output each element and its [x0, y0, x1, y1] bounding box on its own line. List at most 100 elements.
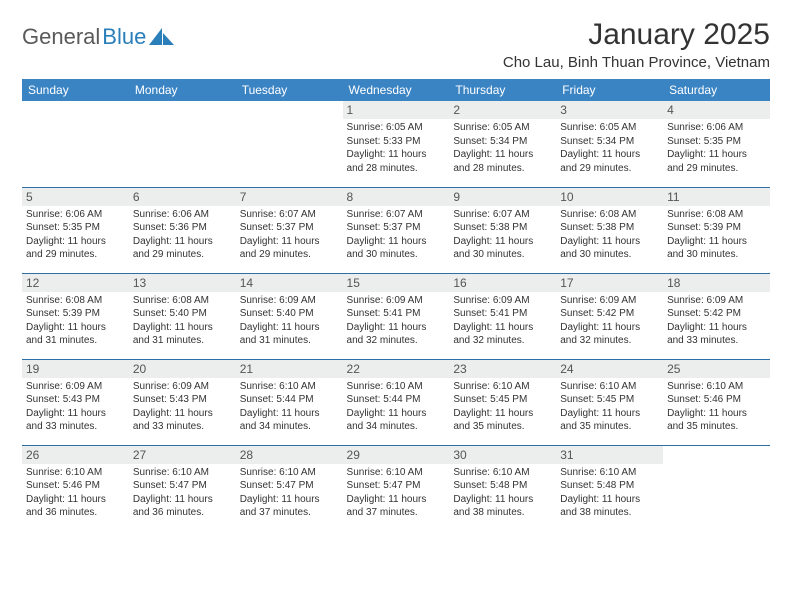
- day-info: Sunrise: 6:07 AMSunset: 5:37 PMDaylight:…: [240, 208, 339, 262]
- brand-sail-icon: [149, 28, 175, 46]
- calendar-day-cell: 24Sunrise: 6:10 AMSunset: 5:45 PMDayligh…: [556, 359, 663, 445]
- day-number: 14: [236, 274, 343, 292]
- day-info: Sunrise: 6:10 AMSunset: 5:44 PMDaylight:…: [347, 380, 446, 434]
- calendar-day-cell: 23 Sunrise: 6:10 AMSunset: 5:45 PMDayligh…: [449, 359, 556, 445]
- day-number: 18: [663, 274, 770, 292]
- day-info: Sunrise: 6:10 AMSunset: 5:47 PMDaylight:…: [240, 466, 339, 520]
- day-number: 3: [556, 101, 663, 119]
- day-number: 9: [449, 188, 556, 206]
- calendar-week-row: 1Sunrise: 6:05 AMSunset: 5:33 PMDaylight…: [22, 101, 770, 187]
- day-info: Sunrise: 6:10 AMSunset: 5:44 PMDaylight:…: [240, 380, 339, 434]
- dow-header: Saturday: [663, 79, 770, 101]
- calendar-day-cell: 10 Sunrise: 6:08 AMSunset: 5:38 PMDayligh…: [556, 187, 663, 273]
- day-number: 7: [236, 188, 343, 206]
- day-number: 2: [449, 101, 556, 119]
- calendar-day-cell: 29 Sunrise: 6:10 AMSunset: 5:47 PMDayligh…: [343, 445, 450, 531]
- day-number: 31: [556, 446, 663, 464]
- calendar-day-cell: 27 Sunrise: 6:10 AMSunset: 5:47 PMDayligh…: [129, 445, 236, 531]
- day-info: Sunrise: 6:05 AMSunset: 5:34 PMDaylight:…: [453, 121, 552, 175]
- day-info: Sunrise: 6:10 AMSunset: 5:48 PMDaylight:…: [560, 466, 659, 520]
- day-info: Sunrise: 6:08 AMSunset: 5:40 PMDaylight:…: [133, 294, 232, 348]
- day-number: 8: [343, 188, 450, 206]
- day-number: 13: [129, 274, 236, 292]
- day-info: Sunrise: 6:10 AMSunset: 5:45 PMDaylight:…: [453, 380, 552, 434]
- day-info: Sunrise: 6:10 AMSunset: 5:48 PMDaylight:…: [453, 466, 552, 520]
- calendar-day-cell: 21Sunrise: 6:10 AMSunset: 5:44 PMDayligh…: [236, 359, 343, 445]
- day-info: Sunrise: 6:10 AMSunset: 5:45 PMDaylight:…: [560, 380, 659, 434]
- calendar-day-cell: 4 Sunrise: 6:06 AMSunset: 5:35 PMDaylight…: [663, 101, 770, 187]
- day-number: 22: [343, 360, 450, 378]
- calendar-week-row: 12Sunrise: 6:08 AMSunset: 5:39 PMDayligh…: [22, 273, 770, 359]
- calendar-day-cell: 28 Sunrise: 6:10 AMSunset: 5:47 PMDayligh…: [236, 445, 343, 531]
- day-number: 28: [236, 446, 343, 464]
- day-number: 25: [663, 360, 770, 378]
- day-info: Sunrise: 6:06 AMSunset: 5:35 PMDaylight:…: [26, 208, 125, 262]
- day-number: 11: [663, 188, 770, 206]
- day-number: 17: [556, 274, 663, 292]
- calendar-day-cell: 1Sunrise: 6:05 AMSunset: 5:33 PMDaylight…: [343, 101, 450, 187]
- day-info: Sunrise: 6:06 AMSunset: 5:36 PMDaylight:…: [133, 208, 232, 262]
- day-info: Sunrise: 6:07 AMSunset: 5:37 PMDaylight:…: [347, 208, 446, 262]
- calendar-day-cell: 7 Sunrise: 6:07 AMSunset: 5:37 PMDaylight…: [236, 187, 343, 273]
- calendar-day-cell: 17 Sunrise: 6:09 AMSunset: 5:42 PMDayligh…: [556, 273, 663, 359]
- day-info: Sunrise: 6:10 AMSunset: 5:47 PMDaylight:…: [347, 466, 446, 520]
- day-number: 29: [343, 446, 450, 464]
- day-info: Sunrise: 6:09 AMSunset: 5:42 PMDaylight:…: [667, 294, 766, 348]
- dow-header: Tuesday: [236, 79, 343, 101]
- day-number: 15: [343, 274, 450, 292]
- calendar-day-cell: 31 Sunrise: 6:10 AMSunset: 5:48 PMDayligh…: [556, 445, 663, 531]
- location-text: Cho Lau, Binh Thuan Province, Vietnam: [503, 54, 770, 71]
- day-info: Sunrise: 6:10 AMSunset: 5:47 PMDaylight:…: [133, 466, 232, 520]
- calendar-body: 1Sunrise: 6:05 AMSunset: 5:33 PMDaylight…: [22, 101, 770, 531]
- day-info: Sunrise: 6:09 AMSunset: 5:43 PMDaylight:…: [133, 380, 232, 434]
- dow-header: Sunday: [22, 79, 129, 101]
- calendar-empty-cell: [22, 101, 129, 187]
- calendar-day-cell: 6Sunrise: 6:06 AMSunset: 5:36 PMDaylight…: [129, 187, 236, 273]
- day-number: 23: [449, 360, 556, 378]
- calendar-day-cell: 5 Sunrise: 6:06 AMSunset: 5:35 PMDaylight…: [22, 187, 129, 273]
- dow-row: SundayMondayTuesdayWednesdayThursdayFrid…: [22, 79, 770, 101]
- day-info: Sunrise: 6:10 AMSunset: 5:46 PMDaylight:…: [26, 466, 125, 520]
- calendar-empty-cell: [129, 101, 236, 187]
- day-info: Sunrise: 6:05 AMSunset: 5:34 PMDaylight:…: [560, 121, 659, 175]
- brand-text-2: Blue: [102, 24, 146, 50]
- day-info: Sunrise: 6:07 AMSunset: 5:38 PMDaylight:…: [453, 208, 552, 262]
- day-number: 26: [22, 446, 129, 464]
- header: GeneralBlue January 2025 Cho Lau, Binh T…: [22, 18, 770, 71]
- day-number: 20: [129, 360, 236, 378]
- day-info: Sunrise: 6:09 AMSunset: 5:43 PMDaylight:…: [26, 380, 125, 434]
- day-number: 19: [22, 360, 129, 378]
- day-info: Sunrise: 6:09 AMSunset: 5:42 PMDaylight:…: [560, 294, 659, 348]
- day-info: Sunrise: 6:08 AMSunset: 5:38 PMDaylight:…: [560, 208, 659, 262]
- calendar-day-cell: 8 Sunrise: 6:07 AMSunset: 5:37 PMDaylight…: [343, 187, 450, 273]
- calendar-day-cell: 19 Sunrise: 6:09 AMSunset: 5:43 PMDayligh…: [22, 359, 129, 445]
- calendar-day-cell: 25 Sunrise: 6:10 AMSunset: 5:46 PMDayligh…: [663, 359, 770, 445]
- calendar-day-cell: 12Sunrise: 6:08 AMSunset: 5:39 PMDayligh…: [22, 273, 129, 359]
- dow-header: Thursday: [449, 79, 556, 101]
- day-number: 4: [663, 101, 770, 119]
- day-number: 5: [22, 188, 129, 206]
- day-info: Sunrise: 6:09 AMSunset: 5:40 PMDaylight:…: [240, 294, 339, 348]
- calendar-day-cell: 18 Sunrise: 6:09 AMSunset: 5:42 PMDayligh…: [663, 273, 770, 359]
- calendar-week-row: 26 Sunrise: 6:10 AMSunset: 5:46 PMDayligh…: [22, 445, 770, 531]
- day-info: Sunrise: 6:08 AMSunset: 5:39 PMDaylight:…: [667, 208, 766, 262]
- day-number: 27: [129, 446, 236, 464]
- day-number: 30: [449, 446, 556, 464]
- calendar-day-cell: 26 Sunrise: 6:10 AMSunset: 5:46 PMDayligh…: [22, 445, 129, 531]
- calendar-day-cell: 11 Sunrise: 6:08 AMSunset: 5:39 PMDayligh…: [663, 187, 770, 273]
- calendar-day-cell: 30 Sunrise: 6:10 AMSunset: 5:48 PMDayligh…: [449, 445, 556, 531]
- calendar-day-cell: 13 Sunrise: 6:08 AMSunset: 5:40 PMDayligh…: [129, 273, 236, 359]
- month-title: January 2025: [503, 18, 770, 52]
- calendar-day-cell: 3 Sunrise: 6:05 AMSunset: 5:34 PMDaylight…: [556, 101, 663, 187]
- dow-header: Friday: [556, 79, 663, 101]
- calendar-day-cell: 15Sunrise: 6:09 AMSunset: 5:41 PMDayligh…: [343, 273, 450, 359]
- day-info: Sunrise: 6:05 AMSunset: 5:33 PMDaylight:…: [347, 121, 446, 175]
- calendar-empty-cell: [236, 101, 343, 187]
- day-number: 10: [556, 188, 663, 206]
- dow-header: Wednesday: [343, 79, 450, 101]
- day-info: Sunrise: 6:10 AMSunset: 5:46 PMDaylight:…: [667, 380, 766, 434]
- day-info: Sunrise: 6:06 AMSunset: 5:35 PMDaylight:…: [667, 121, 766, 175]
- day-number: 12: [22, 274, 129, 292]
- calendar-page: GeneralBlue January 2025 Cho Lau, Binh T…: [0, 0, 792, 541]
- title-block: January 2025 Cho Lau, Binh Thuan Provinc…: [503, 18, 770, 71]
